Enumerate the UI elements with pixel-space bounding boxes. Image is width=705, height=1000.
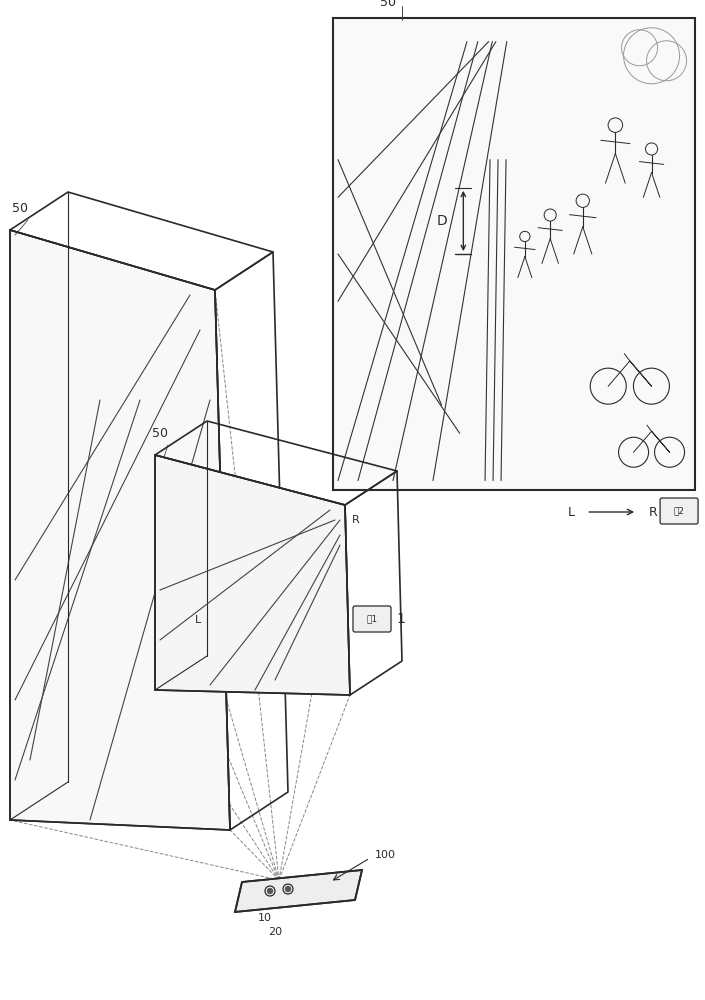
Text: 图1: 图1 bbox=[367, 614, 378, 624]
Text: 10: 10 bbox=[258, 913, 272, 923]
Text: R: R bbox=[352, 515, 360, 525]
Text: 50: 50 bbox=[380, 0, 396, 8]
Polygon shape bbox=[10, 230, 230, 830]
Text: D: D bbox=[436, 214, 447, 228]
Text: 图2: 图2 bbox=[673, 506, 685, 516]
Polygon shape bbox=[155, 455, 350, 695]
Text: R: R bbox=[649, 506, 658, 518]
Text: 1: 1 bbox=[396, 612, 405, 626]
FancyBboxPatch shape bbox=[353, 606, 391, 632]
FancyBboxPatch shape bbox=[660, 498, 698, 524]
Circle shape bbox=[286, 886, 290, 892]
Polygon shape bbox=[235, 870, 362, 912]
Text: 50: 50 bbox=[12, 202, 28, 215]
Text: 2: 2 bbox=[704, 504, 705, 518]
Text: L: L bbox=[568, 506, 575, 518]
Text: 100: 100 bbox=[375, 850, 396, 860]
Text: 50: 50 bbox=[152, 427, 168, 440]
Bar bbox=[333, 18, 695, 490]
Circle shape bbox=[267, 888, 273, 894]
Text: L: L bbox=[195, 615, 201, 625]
Text: 20: 20 bbox=[268, 927, 282, 937]
